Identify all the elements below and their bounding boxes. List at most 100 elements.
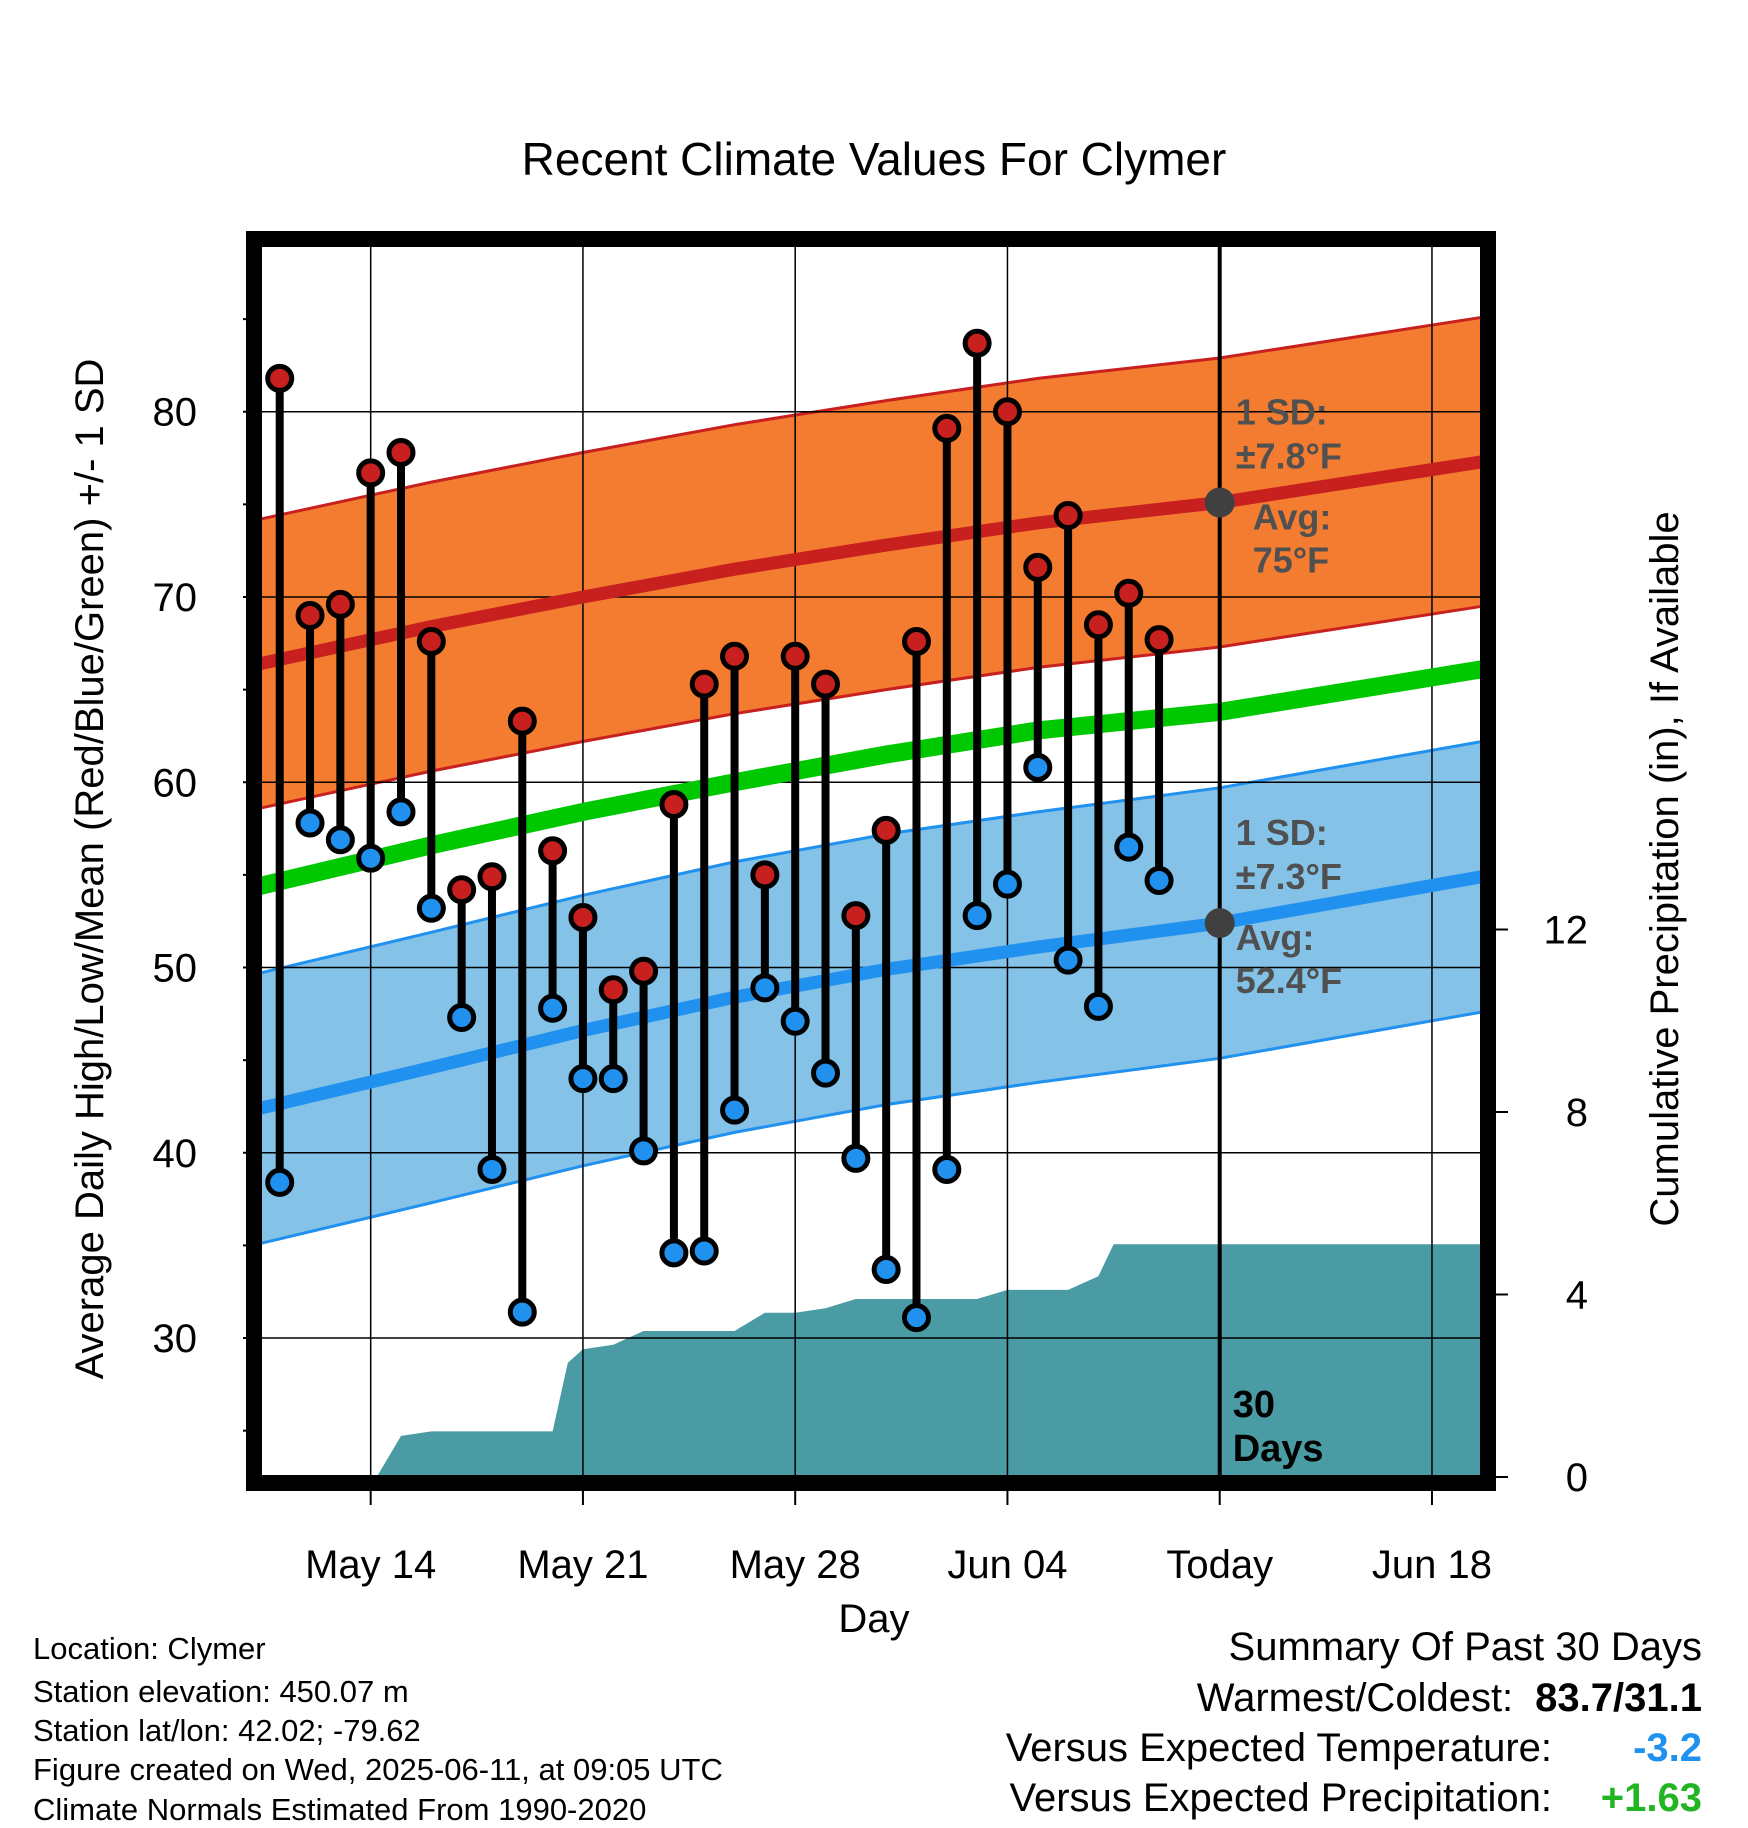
daily-low-point xyxy=(811,1058,841,1088)
summary-title: Summary Of Past 30 Days xyxy=(1228,1625,1702,1669)
daily-high-point xyxy=(265,363,295,393)
daily-high-point xyxy=(932,413,962,443)
daily-low-point xyxy=(992,869,1022,899)
low-avg-label: Avg: xyxy=(1236,917,1315,958)
precip-anomaly-value: +1.63 xyxy=(1600,1776,1702,1820)
daily-low-point xyxy=(689,1236,719,1266)
x-tick-label: May 28 xyxy=(730,1543,861,1587)
daily-low-point xyxy=(538,993,568,1023)
y-tick-label: 30 xyxy=(153,1317,198,1361)
climate-normals: Climate Normals Estimated From 1990-2020 xyxy=(33,1792,647,1827)
x-tick-label: Jun 18 xyxy=(1372,1543,1492,1587)
high-avg-value: 75°F xyxy=(1253,540,1329,581)
daily-high-point xyxy=(962,328,992,358)
daily-high-point xyxy=(538,836,568,866)
daily-high-point xyxy=(295,601,325,631)
daily-high-point xyxy=(811,669,841,699)
x-tick-label: May 21 xyxy=(517,1543,648,1587)
precipitation-area xyxy=(376,1244,1483,1477)
daily-high-point xyxy=(659,789,689,819)
y2-axis-label: Cumulative Precipitation (in), If Availa… xyxy=(1643,511,1687,1226)
daily-high-point xyxy=(1114,578,1144,608)
daily-high-point xyxy=(841,901,871,931)
daily-high-point xyxy=(992,397,1022,427)
daily-low-point xyxy=(1023,752,1053,782)
normal-mean-line xyxy=(257,660,1484,895)
y2-tick-label: 12 xyxy=(1544,908,1589,952)
daily-high-point xyxy=(598,975,628,1005)
low-sd-value: ±7.3°F xyxy=(1236,856,1342,897)
daily-high-point xyxy=(1083,610,1113,640)
normal-high-band-upper-edge xyxy=(259,315,1483,521)
normal-low-band xyxy=(260,741,1482,1244)
daily-high-point xyxy=(1023,552,1053,582)
warm-cold-label: Warmest/Coldest: xyxy=(1196,1676,1514,1720)
y-tick-label: 50 xyxy=(153,947,198,991)
low-sd-label: 1 SD: xyxy=(1236,812,1328,853)
daily-low-point xyxy=(386,797,416,827)
daily-low-point xyxy=(659,1238,689,1268)
normal-low-band-upper-edge xyxy=(259,740,1483,975)
daily-low-point xyxy=(325,825,355,855)
daily-high-point xyxy=(750,860,780,890)
daily-high-point xyxy=(629,956,659,986)
window-label-unit: Days xyxy=(1233,1428,1324,1470)
window-label-number: 30 xyxy=(1233,1384,1275,1426)
normal-low-today-marker xyxy=(1204,908,1235,939)
y-tick-label: 60 xyxy=(153,761,198,805)
daily-low-point xyxy=(720,1095,750,1125)
high-sd-label: 1 SD: xyxy=(1236,392,1328,433)
daily-low-point xyxy=(1144,865,1174,895)
daily-low-point xyxy=(901,1303,931,1333)
daily-low-point xyxy=(841,1143,871,1173)
y-tick-label: 80 xyxy=(153,391,198,435)
daily-low-point xyxy=(265,1167,295,1197)
y-tick-label: 40 xyxy=(153,1132,198,1176)
summary-warm-cold: Warmest/Coldest: 83.7/31.1 xyxy=(1197,1678,1702,1718)
normal-high-today-marker xyxy=(1204,487,1235,518)
daily-low-point xyxy=(932,1154,962,1184)
high-avg-label: Avg: xyxy=(1253,497,1332,538)
temp-anomaly-label: Versus Expected Temperature: xyxy=(1005,1726,1552,1770)
station-elevation: Station elevation: 450.07 m xyxy=(33,1674,409,1709)
daily-high-point xyxy=(416,626,446,656)
y2-tick-label: 8 xyxy=(1566,1091,1588,1135)
daily-high-point xyxy=(1144,625,1174,655)
high-sd-value: ±7.8°F xyxy=(1236,436,1342,477)
daily-low-point xyxy=(750,973,780,1003)
normal-high-line xyxy=(258,455,1483,671)
x-tick-label: Jun 04 xyxy=(947,1543,1067,1587)
normal-high-band xyxy=(260,317,1482,809)
y2-tick-label: 4 xyxy=(1566,1273,1588,1317)
x-axis-label: Day xyxy=(838,1597,909,1641)
x-tick-label: May 14 xyxy=(305,1543,436,1587)
normal-low-band-lower-edge xyxy=(259,1010,1483,1246)
precip-anomaly-label: Versus Expected Precipitation: xyxy=(1009,1776,1552,1820)
daily-high-point xyxy=(447,875,477,905)
y-axis-label: Average Daily High/Low/Mean (Red/Blue/Gr… xyxy=(68,359,112,1380)
daily-high-point xyxy=(689,669,719,699)
daily-low-point xyxy=(1114,832,1144,862)
temp-anomaly-value: -3.2 xyxy=(1633,1726,1702,1770)
daily-high-point xyxy=(901,626,931,656)
low-avg-value: 52.4°F xyxy=(1236,960,1342,1001)
y2-tick-label: 0 xyxy=(1566,1456,1588,1500)
daily-high-point xyxy=(325,589,355,619)
daily-low-point xyxy=(780,1006,810,1036)
daily-high-point xyxy=(871,815,901,845)
daily-low-point xyxy=(416,893,446,923)
chart-title: Recent Climate Values For Clymer xyxy=(522,133,1227,185)
warm-cold-value: 83.7/31.1 xyxy=(1535,1676,1702,1720)
summary-precipitation: Versus Expected Precipitation: +1.63 xyxy=(1009,1778,1702,1818)
figure-created: Figure created on Wed, 2025-06-11, at 09… xyxy=(33,1752,723,1787)
daily-low-point xyxy=(871,1255,901,1285)
daily-low-point xyxy=(962,901,992,931)
x-tick-label: Today xyxy=(1166,1543,1273,1587)
station-latlon: Station lat/lon: 42.02; -79.62 xyxy=(33,1713,421,1748)
y-tick-label: 70 xyxy=(153,576,198,620)
daily-high-point xyxy=(477,862,507,892)
daily-high-point xyxy=(720,641,750,671)
daily-high-point xyxy=(386,437,416,467)
